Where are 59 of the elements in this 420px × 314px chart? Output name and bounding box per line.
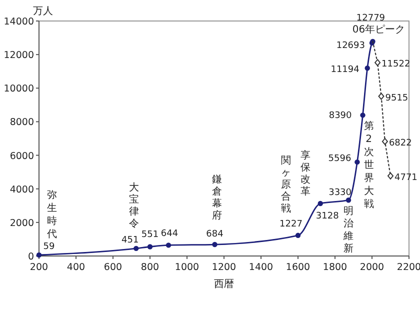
point [166,242,172,248]
y-tick-label: 0 [28,252,34,262]
x-tick-label: 400 [66,262,86,273]
data-label: 451 [122,235,139,246]
data-label: 1227 [280,219,302,230]
data-label: 12779 [356,13,386,24]
x-tick-label: 2000 [360,262,384,273]
data-label: 6822 [388,138,412,148]
data-label: 4771 [394,172,418,183]
point [134,246,139,252]
y-tick-label: 14000 [4,16,34,28]
annotation: 鎌倉幕府 [212,174,222,222]
annotation: 明治維新 [342,206,354,255]
x-tick-label: 1000 [174,262,200,273]
data-label: 551 [141,230,159,240]
point [364,66,370,71]
annotation: 大宝律令 [129,181,140,230]
x-tick-label: 1200 [212,262,236,273]
data-label: 8390 [328,111,352,122]
x-tick-label: 200 [30,262,48,273]
point [212,242,218,248]
point [378,92,384,100]
x-tick-label: 800 [140,262,160,273]
data-label: 9515 [385,93,408,104]
point [360,112,366,118]
point [382,138,388,145]
x-tick-label: 1600 [286,262,310,273]
data-label: 59 [43,242,55,252]
point [354,159,360,165]
point [374,59,381,66]
annotation: 弥生時代 [46,190,57,240]
point [295,232,301,238]
data-label: 3128 [316,211,340,222]
point [346,198,352,203]
y-tick-label: 2000 [10,218,34,229]
y-tick-label: 6000 [10,150,34,162]
y-tick-label: 8000 [10,117,34,128]
point [388,172,394,180]
y-tick-label: 12000 [4,50,34,62]
annotation: 関ヶ原合戦 [281,155,291,214]
data-label: 5596 [328,154,352,164]
point [318,200,323,206]
x-tick-label: 1400 [248,262,274,273]
annotation: 享保改革 [300,149,310,198]
data-label: 11194 [330,65,360,76]
y-tick-label: 4000 [10,184,34,196]
data-label: 3330 [328,188,352,198]
data-label: 684 [206,230,224,240]
data-label: 12693 [336,40,365,51]
x-tick-label: 600 [104,262,122,273]
data-label: 11522 [382,60,410,70]
y-axis-title: 万人 [33,6,53,17]
data-label: 644 [160,229,178,240]
annotation: 第2次世界大戦 [364,120,374,210]
point [147,244,153,250]
y-tick-label: 10000 [4,84,34,95]
x-tick-label: 1800 [322,262,348,273]
x-axis-title: 西暦 [214,279,234,290]
annotation: 06年ピーク [352,23,406,36]
